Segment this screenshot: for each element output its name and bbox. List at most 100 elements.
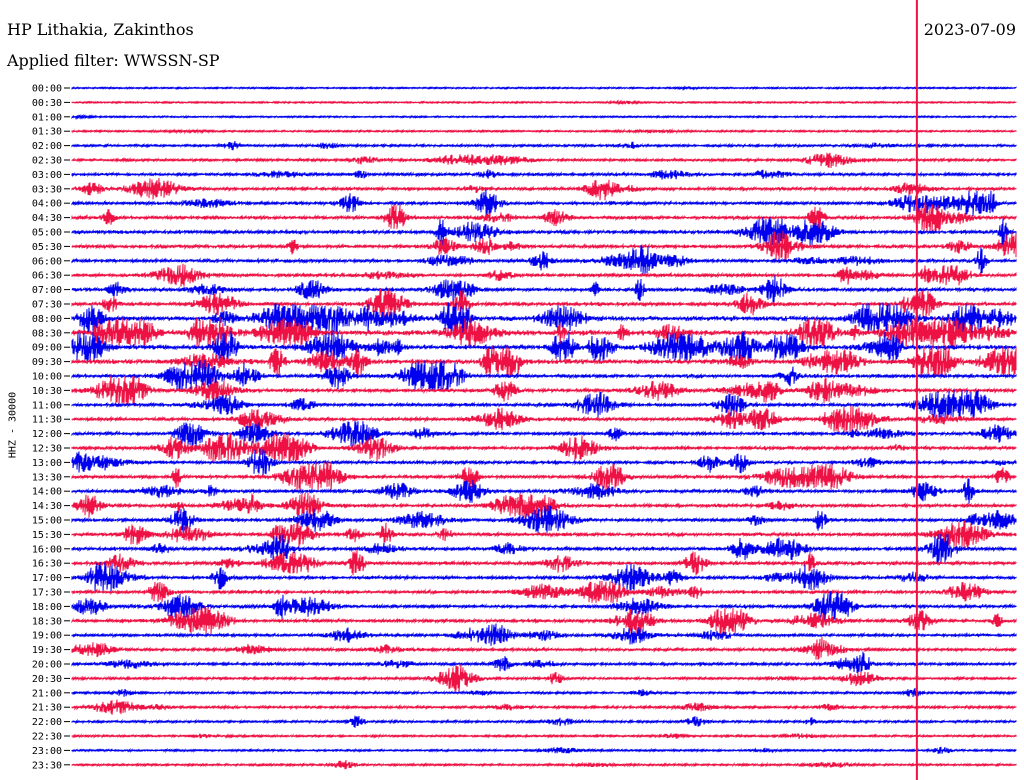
seismic-trace (71, 715, 1017, 728)
seismic-trace (71, 448, 1017, 476)
seismic-trace (71, 432, 1017, 464)
seismic-trace (71, 375, 1017, 407)
seismic-trace (71, 217, 1017, 247)
row-time-label: 07:30 (32, 300, 62, 311)
row-time-label: 20:00 (32, 660, 62, 671)
row-time-label: 12:00 (32, 429, 62, 440)
seismic-trace (71, 606, 1017, 636)
row-time-label: 06:30 (32, 271, 62, 282)
seismic-trace (71, 420, 1017, 448)
row-time-label: 04:30 (32, 213, 62, 224)
station-title: HP Lithakia, Zakinthos (7, 20, 194, 39)
row-time-label: 09:30 (32, 357, 62, 368)
row-time-label: 21:30 (32, 703, 62, 714)
row-time-label: 06:00 (32, 256, 62, 267)
row-time-label: 22:30 (32, 732, 62, 743)
row-time-label: 18:30 (32, 616, 62, 627)
seismic-trace (71, 561, 1017, 594)
seismic-trace (71, 360, 1017, 392)
seismic-trace (71, 637, 1017, 660)
row-time-label: 00:00 (32, 84, 62, 95)
seismic-trace (71, 331, 1017, 364)
row-time-label: 07:00 (32, 285, 62, 296)
row-time-label: 13:00 (32, 458, 62, 469)
row-time-label: 11:00 (32, 400, 62, 411)
row-time-label: 15:00 (32, 516, 62, 527)
row-time-label: 04:00 (32, 199, 62, 210)
seismic-trace (71, 99, 1017, 106)
row-time-label: 22:00 (32, 717, 62, 728)
row-time-label: 14:30 (32, 501, 62, 512)
row-time-label: 03:00 (32, 170, 62, 181)
row-time-label: 17:30 (32, 588, 62, 599)
seismic-trace (71, 85, 1017, 91)
row-time-label: 11:30 (32, 415, 62, 426)
seismic-trace (71, 389, 1017, 421)
row-time-label: 23:30 (32, 760, 62, 771)
row-time-label: 08:30 (32, 328, 62, 339)
row-time-label: 10:00 (32, 372, 62, 383)
seismic-trace (71, 113, 1017, 120)
row-time-label: 23:00 (32, 746, 62, 757)
seismic-trace (71, 405, 1017, 434)
seismic-trace (71, 623, 1017, 646)
seismic-trace (71, 732, 1017, 740)
seismic-trace (71, 461, 1017, 492)
row-time-label: 19:00 (32, 631, 62, 642)
seismic-trace (71, 302, 1017, 335)
seismic-trace (71, 492, 1017, 519)
row-time-label: 18:00 (32, 602, 62, 613)
date-label: 2023-07-09 (923, 20, 1016, 39)
seismic-trace (71, 263, 1017, 287)
seismic-trace (71, 244, 1017, 275)
seismic-trace (71, 128, 1017, 135)
row-time-label: 08:00 (32, 314, 62, 325)
row-time-label: 16:00 (32, 544, 62, 555)
seismic-trace (71, 189, 1017, 217)
seismic-trace (71, 591, 1017, 622)
row-time-label: 15:30 (32, 530, 62, 541)
seismic-trace (71, 651, 1017, 674)
seismic-trace (71, 230, 1017, 262)
row-time-label: 01:00 (32, 112, 62, 123)
seismic-trace (71, 345, 1017, 378)
seismic-trace (71, 275, 1017, 304)
seismic-trace (71, 699, 1017, 715)
row-time-label: 19:30 (32, 645, 62, 656)
row-time-label: 14:00 (32, 487, 62, 498)
seismic-trace (71, 505, 1017, 534)
seismic-trace (71, 759, 1017, 770)
seismic-trace (71, 140, 1017, 151)
seismic-trace (71, 533, 1017, 565)
seismic-trace (71, 549, 1017, 576)
seismic-trace (71, 169, 1017, 180)
seismic-trace (71, 478, 1017, 504)
row-time-label: 00:30 (32, 98, 62, 109)
seismic-trace (71, 288, 1017, 320)
row-time-label: 03:30 (32, 184, 62, 195)
row-time-label: 05:30 (32, 242, 62, 253)
seismic-trace (71, 687, 1017, 698)
seismic-trace (71, 316, 1017, 349)
row-time-label: 02:30 (32, 156, 62, 167)
row-time-label: 02:00 (32, 141, 62, 152)
row-time-label: 13:30 (32, 472, 62, 483)
seismic-trace (71, 580, 1017, 604)
seismic-trace (71, 152, 1017, 168)
seismic-trace (71, 177, 1017, 201)
seismic-trace (71, 201, 1017, 234)
row-time-label: 16:30 (32, 559, 62, 570)
row-time-label: 10:30 (32, 386, 62, 397)
seismic-trace (71, 746, 1017, 755)
seismic-trace (71, 519, 1017, 551)
seismic-trace (71, 663, 1017, 693)
row-time-label: 01:30 (32, 127, 62, 138)
filter-label: Applied filter: WWSSN-SP (7, 51, 220, 70)
row-time-label: 21:00 (32, 688, 62, 699)
row-time-label: 09:00 (32, 343, 62, 354)
row-time-label: 12:30 (32, 444, 62, 455)
row-time-label: 20:30 (32, 674, 62, 685)
row-time-label: 05:00 (32, 228, 62, 239)
row-time-label: 17:00 (32, 573, 62, 584)
